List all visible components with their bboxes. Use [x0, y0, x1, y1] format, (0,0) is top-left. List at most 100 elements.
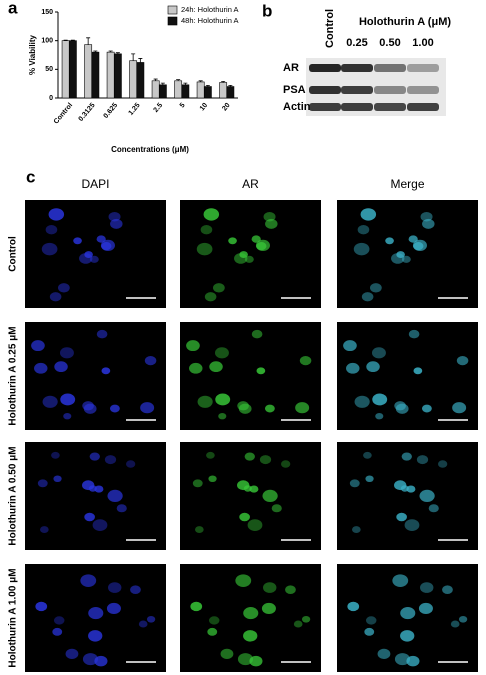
cell [51, 451, 60, 459]
cell [31, 340, 45, 352]
panel-label: a [8, 0, 18, 17]
error-bar [183, 82, 188, 85]
cell [251, 329, 263, 339]
bar [174, 80, 183, 99]
cell [34, 362, 48, 374]
x-tick-label: 20 [221, 102, 231, 113]
cell [456, 355, 469, 366]
x-tick-label: 2.5 [153, 102, 165, 114]
cell [239, 251, 248, 259]
cell [271, 504, 282, 513]
y-tick-label: 150 [41, 9, 53, 16]
row-label: Holothurin A 1.00 μM [8, 568, 19, 667]
cell [406, 485, 416, 493]
cell [408, 329, 420, 339]
error-bar [93, 50, 98, 53]
cell [458, 615, 468, 623]
cell [401, 452, 412, 461]
cell [101, 367, 111, 375]
cell [372, 393, 388, 406]
cell [392, 574, 409, 587]
error-bar [160, 82, 165, 85]
cell [377, 648, 391, 659]
bar [151, 80, 160, 99]
cell [96, 235, 106, 243]
cell [418, 602, 433, 615]
cell [42, 395, 58, 408]
cell [295, 402, 310, 414]
cell [396, 512, 407, 522]
cell [82, 653, 99, 666]
bar [136, 62, 145, 99]
cell [84, 512, 95, 522]
cell [125, 460, 136, 468]
y-tick-label: 0 [49, 95, 53, 102]
cell [401, 255, 411, 263]
cell [261, 602, 276, 615]
cell [41, 242, 58, 256]
cell [197, 395, 213, 408]
cell [249, 655, 263, 667]
cell [65, 648, 79, 659]
cell [247, 519, 263, 532]
cell [88, 607, 104, 620]
bar [113, 53, 122, 99]
column-header: DAPI [81, 177, 109, 191]
y-tick-label: 50 [45, 66, 53, 73]
cell [363, 451, 372, 459]
cell [109, 404, 120, 413]
cell [192, 479, 203, 488]
cell [40, 526, 49, 533]
micrograph [180, 322, 321, 430]
cell [110, 218, 123, 229]
x-tick-label: 1.25 [128, 102, 142, 117]
cell [264, 404, 275, 413]
cell [108, 582, 122, 593]
cell [375, 412, 384, 420]
x-tick-label: 10 [199, 102, 209, 113]
cell [249, 485, 259, 493]
cell [48, 208, 65, 221]
cell [391, 253, 405, 264]
cell [37, 479, 48, 488]
cell [140, 402, 155, 414]
bar [68, 40, 77, 99]
cell [243, 630, 258, 642]
blot-protein: Actin [283, 101, 311, 113]
blot-dose: 0.25 [346, 37, 367, 49]
blot-dose: 1.00 [412, 37, 433, 49]
blot-band [341, 103, 373, 111]
cell [400, 607, 416, 620]
blot-band [374, 103, 406, 111]
cell [53, 475, 62, 483]
cell [299, 355, 312, 366]
cell [408, 235, 418, 243]
error-bar [153, 78, 158, 81]
cell [228, 237, 237, 245]
bar [181, 84, 190, 99]
cell [100, 239, 115, 251]
cell [104, 455, 117, 465]
row-label: Control [8, 236, 19, 272]
bar [84, 44, 93, 99]
cell [94, 655, 108, 667]
error-bar [115, 52, 120, 54]
cell [92, 519, 108, 532]
cell [84, 251, 93, 259]
cell [428, 504, 439, 513]
cell [361, 292, 374, 302]
cell [218, 412, 227, 420]
legend-swatch [167, 16, 178, 26]
cell [60, 393, 76, 406]
cell [360, 208, 377, 221]
bar [106, 51, 115, 99]
cell [79, 253, 93, 264]
cell [106, 602, 121, 615]
micrograph [337, 200, 478, 308]
cell [204, 292, 217, 302]
cell [234, 253, 248, 264]
cell [365, 616, 377, 625]
micrograph [337, 322, 478, 430]
cell [88, 630, 103, 642]
